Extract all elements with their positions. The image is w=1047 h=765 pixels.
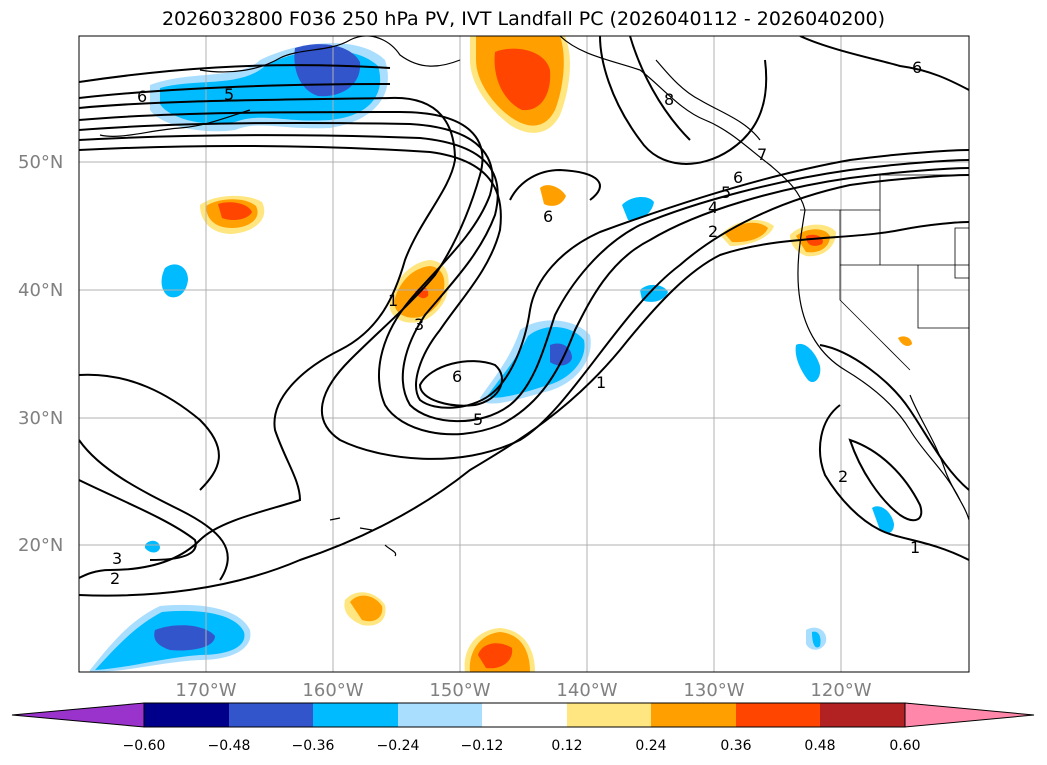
colorbar-tick: −0.24 [376,738,420,754]
contour-label: 2 [110,569,120,588]
lon-label: 160°W [302,680,364,701]
colorbar-bin [229,703,313,727]
contour-label: 2 [838,467,848,486]
lon-label: 120°W [810,680,872,701]
plot-frame [78,35,970,673]
contour-label: 5 [473,410,483,429]
lat-label: 30°N [18,408,64,429]
colorbar-tick: 0.60 [889,738,921,754]
lat-label: 50°N [18,152,64,173]
contour-label: 1 [388,291,398,310]
lat-label: 40°N [18,280,64,301]
colorbar-bin [144,703,229,727]
colorbar-tick: −0.60 [122,738,166,754]
contour-label: 6 [137,87,147,106]
lon-label: 130°W [683,680,745,701]
contour-label: 1 [596,373,606,392]
lon-label: 150°W [429,680,491,701]
coastlines [99,36,969,557]
colorbar-bin [567,703,651,727]
colorbar-bin [313,703,398,727]
negative-anomaly-shading [90,43,894,672]
colorbar-extend-high [904,702,1035,728]
lon-label: 170°W [175,680,237,701]
colorbar-tick: −0.48 [207,738,251,754]
contour-label: 3 [112,549,122,568]
contour-label: 5 [224,85,234,104]
lat-label: 20°N [18,535,64,556]
contour-label: 6 [452,367,462,386]
colorbar [11,702,1035,728]
contour-label: 3 [414,315,424,334]
colorbar-bin [398,703,482,727]
map-title: 2026032800 F036 250 hPa PV, IVT Landfall… [161,8,886,30]
state-borders [800,174,969,371]
contour-label: 6 [733,168,743,187]
contour-label: 6 [543,207,553,226]
lon-label: 140°W [556,680,618,701]
pv-contours [79,36,969,597]
contour-label: 7 [757,145,767,164]
contour-label: 6 [912,58,922,77]
contour-label: 1 [910,538,920,557]
colorbar-tick: 0.12 [551,738,583,754]
colorbar-extend-low [11,702,145,728]
contour-label: 4 [708,198,718,217]
colorbar-tick: 0.48 [804,738,836,754]
colorbar-bin [820,703,905,727]
contour-label: 2 [708,222,718,241]
gridlines [79,36,969,672]
contour-label: 8 [664,90,674,109]
colorbar-tick: 0.36 [720,738,752,754]
colorbar-bin [482,703,567,727]
colorbar-tick: −0.12 [460,738,504,754]
colorbar-tick: 0.24 [635,738,667,754]
colorbar-tick: −0.36 [291,738,335,754]
colorbar-bin [736,703,820,727]
contour-labels: 6 5 1 3 6 5 6 2 4 5 6 7 1 2 1 3 2 6 8 [110,58,922,588]
contour-label: 5 [721,183,731,202]
colorbar-bin [651,703,736,727]
